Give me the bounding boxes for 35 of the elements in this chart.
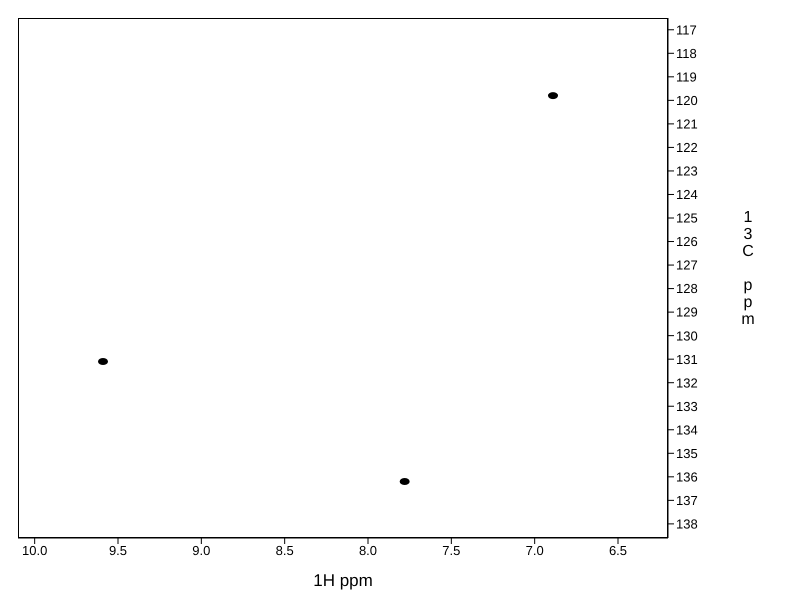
y-tick-label: 118 — [676, 46, 697, 61]
y-tick-label: 133 — [676, 398, 698, 414]
y-tick-label: 137 — [676, 492, 698, 508]
y-tick-label: 117 — [676, 22, 697, 38]
x-tick-label: 8.0 — [358, 543, 378, 558]
y-tick-label: 136 — [676, 469, 698, 484]
x-tick-label: 9.0 — [192, 543, 210, 558]
x-tick-label: 10.0 — [22, 543, 48, 558]
y-tick-label: 135 — [676, 446, 698, 461]
y-tick-label: 138 — [676, 516, 698, 532]
y-tick-label: 131 — [676, 352, 698, 367]
point — [400, 478, 410, 486]
x-tick-label: 7.0 — [526, 543, 544, 558]
y-tick-label: 119 — [676, 69, 697, 84]
x-tick-label: 7.5 — [442, 543, 460, 558]
y-axis-title: 13C ppm — [741, 209, 755, 328]
x-tick-label: 8.5 — [276, 543, 294, 558]
y-tick-label: 125 — [676, 210, 698, 226]
y-tick-label: 129 — [676, 304, 698, 320]
y-tick-label: 124 — [676, 187, 698, 202]
y-tick-label: 122 — [676, 140, 698, 156]
point — [98, 358, 108, 366]
point — [548, 92, 558, 100]
y-tick-label: 121 — [676, 116, 698, 132]
y-tick-label: 126 — [676, 234, 698, 250]
x-tick-label: 6.5 — [608, 543, 628, 558]
y-tick-label: 120 — [676, 92, 698, 108]
y-tick-label: 132 — [676, 375, 698, 390]
x-axis-title: 1H ppm — [313, 571, 373, 590]
y-tick-label: 134 — [676, 422, 698, 438]
x-tick-label: 9.5 — [108, 543, 128, 558]
y-tick-label: 127 — [676, 258, 698, 273]
y-tick-label: 123 — [676, 164, 698, 179]
y-tick-label: 128 — [676, 281, 698, 296]
y-tick-label: 130 — [676, 328, 698, 344]
